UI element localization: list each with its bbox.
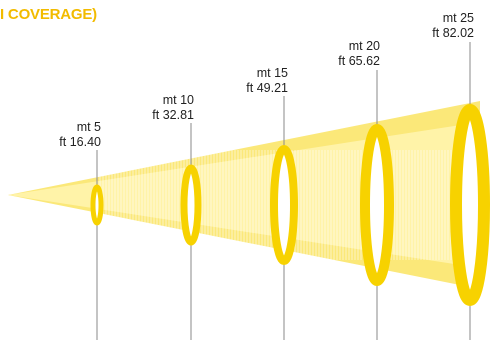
distance-label-10-metric: mt 10 — [163, 93, 194, 107]
distance-label-25-metric: mt 25 — [443, 11, 474, 25]
diagram-title: I COVERAGE) — [0, 6, 97, 23]
coverage-rings — [90, 104, 490, 306]
distance-label-25-imperial: ft 82.02 — [432, 26, 474, 40]
distance-label-15-imperial: ft 49.21 — [246, 81, 288, 95]
coverage-ring-5 — [90, 184, 104, 226]
distance-label-20-metric: mt 20 — [349, 39, 380, 53]
coverage-ring-25 — [450, 104, 490, 306]
distance-labels: mt 5 ft 16.40 mt 10 ft 32.81 mt 15 ft 49… — [59, 11, 474, 149]
distance-label-5-metric: mt 5 — [77, 120, 101, 134]
distance-label-10-imperial: ft 32.81 — [152, 108, 194, 122]
distance-label-20-imperial: ft 65.62 — [338, 54, 380, 68]
coverage-ring-10 — [180, 164, 202, 246]
distance-label-15-metric: mt 15 — [257, 66, 288, 80]
coverage-ring-15 — [270, 145, 298, 265]
distance-label-5-imperial: ft 16.40 — [59, 135, 101, 149]
coverage-ring-20 — [360, 124, 394, 286]
